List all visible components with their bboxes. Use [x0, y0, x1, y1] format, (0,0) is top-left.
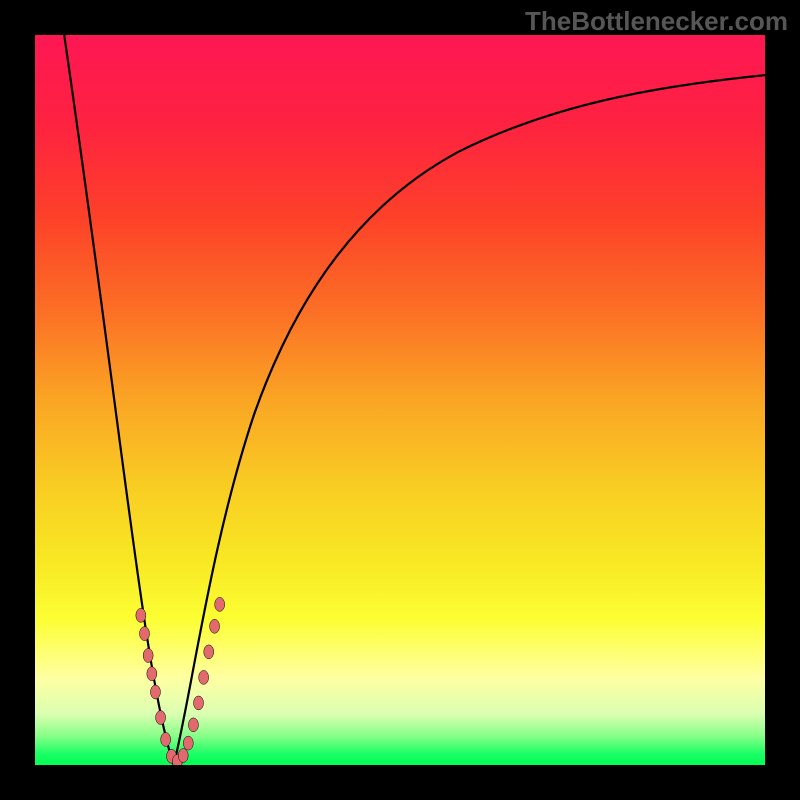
data-marker [161, 732, 171, 746]
data-marker [204, 645, 214, 659]
data-marker [136, 608, 146, 622]
data-marker [147, 667, 157, 681]
data-marker [183, 736, 193, 750]
data-marker [156, 711, 166, 725]
data-marker [178, 749, 188, 763]
data-marker [194, 696, 204, 710]
data-marker [143, 649, 153, 663]
data-marker [199, 670, 209, 684]
data-marker [210, 619, 220, 633]
data-marker [188, 718, 198, 732]
bottleneck-curve-chart [0, 0, 800, 800]
data-marker [150, 685, 160, 699]
figure-root: TheBottlenecker.com [0, 0, 800, 800]
data-marker [140, 627, 150, 641]
data-marker [215, 597, 225, 611]
